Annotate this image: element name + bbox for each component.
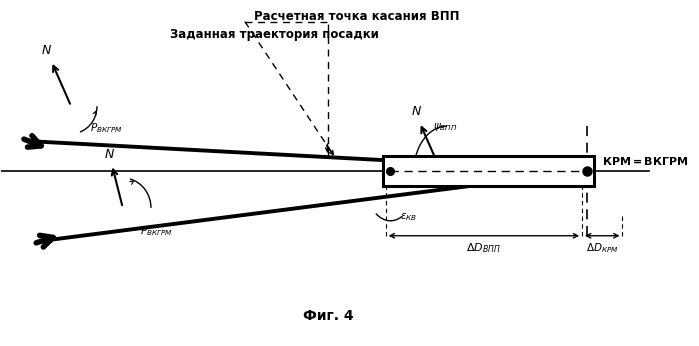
Text: $P_{\mathit{ВКГРМ}}$: $P_{\mathit{ВКГРМ}}$ (90, 121, 123, 135)
Text: $\Delta D_{\mathit{КРМ}}$: $\Delta D_{\mathit{КРМ}}$ (586, 241, 619, 255)
Text: $N$: $N$ (41, 44, 52, 57)
Text: Расчетная точка касания ВПП: Расчетная точка касания ВПП (254, 10, 460, 22)
Text: $P_{\mathit{ВКГРМ}}$: $P_{\mathit{ВКГРМ}}$ (140, 224, 173, 238)
Text: Фиг. 4: Фиг. 4 (303, 309, 354, 324)
Text: Заданная траектория посадки: Заданная траектория посадки (170, 28, 379, 40)
Text: $\Delta D_{\mathit{ВПП}}$: $\Delta D_{\mathit{ВПП}}$ (466, 241, 501, 255)
Text: $\psi_{\mathit{ВПП}}$: $\psi_{\mathit{ВПП}}$ (433, 121, 457, 133)
Text: $N$: $N$ (411, 106, 422, 118)
Text: $\bf{КРМ=ВКГРМ}$: $\bf{КРМ=ВКГРМ}$ (602, 155, 689, 167)
Bar (383, 156, 594, 186)
Text: $N$: $N$ (103, 148, 115, 161)
Text: $\varepsilon_{\mathit{КВ}}$: $\varepsilon_{\mathit{КВ}}$ (400, 211, 417, 222)
